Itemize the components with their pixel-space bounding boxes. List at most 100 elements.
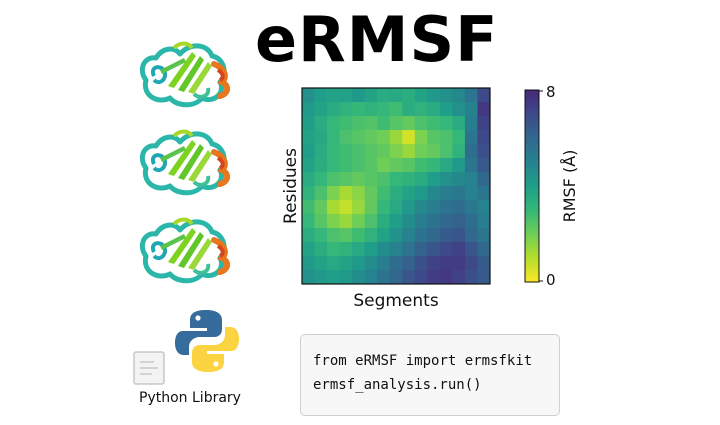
heatmap-cell (327, 102, 340, 117)
heatmap-cell (314, 186, 328, 201)
heatmap-cell (327, 270, 340, 285)
heatmap-cell (452, 116, 466, 131)
heatmap-cell (402, 214, 416, 229)
heatmap-cell (364, 172, 378, 187)
heatmap-cell (464, 242, 478, 257)
heatmap-cell (439, 102, 453, 117)
heatmap-cell (452, 102, 466, 117)
heatmap-cell (339, 116, 353, 131)
heatmap-cell (464, 144, 478, 159)
heatmap-cell (377, 158, 391, 173)
heatmap-cell (339, 102, 353, 117)
heatmap-cell (327, 242, 340, 257)
heatmap-cell (352, 270, 366, 285)
heatmap-cell (352, 88, 366, 103)
heatmap-cell (402, 158, 416, 173)
heatmap-cell (364, 88, 378, 103)
heatmap-cell (377, 214, 391, 229)
heatmap-cell (339, 88, 353, 103)
page-title: eRMSF (255, 3, 499, 76)
heatmap-cell (402, 256, 416, 271)
heatmap-cell (389, 116, 403, 131)
heatmap-cell (452, 214, 466, 229)
heatmap-cell (339, 242, 353, 257)
heatmap-cell (402, 242, 416, 257)
heatmap-cell (339, 214, 353, 229)
heatmap-cell (314, 200, 328, 215)
heatmap-cell (327, 214, 340, 229)
heatmap-cell (414, 270, 428, 285)
heatmap-cell (364, 214, 378, 229)
heatmap-cell (452, 144, 466, 159)
heatmap-cell (314, 144, 328, 159)
heatmap-cell (414, 228, 428, 243)
heatmap-cell (477, 144, 491, 159)
heatmap-cell (477, 102, 491, 117)
heatmap-cell (389, 144, 403, 159)
heatmap-cell (302, 102, 315, 117)
heatmap-cell (327, 144, 340, 159)
heatmap-cell (389, 256, 403, 271)
heatmap-cell (302, 158, 315, 173)
heatmap-cell (439, 158, 453, 173)
heatmap-cell (364, 228, 378, 243)
heatmap-cell (314, 270, 328, 285)
heatmap-cell (439, 214, 453, 229)
heatmap-chart: Segments Residues 8 0 RMSF (Å) (281, 83, 579, 311)
heatmap-cell (402, 270, 416, 285)
heatmap-cell (352, 256, 366, 271)
heatmap-frame (301, 87, 491, 285)
heatmap-cell (389, 130, 403, 145)
heatmap-cell (402, 116, 416, 131)
heatmap-cell (452, 88, 466, 103)
heatmap-cell (477, 116, 491, 131)
colorbar-tick-label-min: 0 (546, 271, 556, 289)
heatmap-cell (464, 200, 478, 215)
y-axis-label: Residues (281, 148, 301, 224)
heatmap-cell (327, 228, 340, 243)
x-axis-label: Segments (353, 291, 439, 311)
heatmap-cell (314, 88, 328, 103)
heatmap-cell (464, 214, 478, 229)
heatmap-cell (327, 158, 340, 173)
heatmap-cell (439, 242, 453, 257)
heatmap-cell (327, 200, 340, 215)
heatmap-cell (402, 144, 416, 159)
heatmap-cell (364, 270, 378, 285)
code-module: eRMSF (355, 353, 398, 369)
code-snippet: from eRMSF import ermsfkit ermsf_analysi… (300, 334, 560, 416)
heatmap-cell (339, 186, 353, 201)
heatmap-cell (414, 158, 428, 173)
heatmap-cell (452, 200, 466, 215)
heatmap-cell (302, 270, 315, 285)
heatmap-cells (302, 88, 491, 285)
heatmap-cell (477, 242, 491, 257)
heatmap-cell (314, 130, 328, 145)
heatmap-cell (427, 116, 441, 131)
heatmap-cell (439, 186, 453, 201)
heatmap-cell (377, 116, 391, 131)
heatmap-cell (477, 256, 491, 271)
heatmap-cell (464, 102, 478, 117)
heatmap-cell (302, 242, 315, 257)
heatmap-cell (302, 144, 315, 159)
heatmap-cell (352, 214, 366, 229)
code-keyword-import: import (405, 353, 457, 369)
heatmap-cell (452, 242, 466, 257)
heatmap-cell (389, 270, 403, 285)
heatmap-cell (427, 270, 441, 285)
heatmap-cell (427, 158, 441, 173)
heatmap-cell (352, 200, 366, 215)
heatmap-cell (327, 88, 340, 103)
heatmap-cell (352, 158, 366, 173)
heatmap-cell (339, 158, 353, 173)
heatmap-cell (427, 88, 441, 103)
heatmap-cell (327, 130, 340, 145)
heatmap-cell (414, 144, 428, 159)
colorbar-label: RMSF (Å) (560, 150, 579, 223)
heatmap-cell (477, 200, 491, 215)
heatmap-cell (402, 200, 416, 215)
heatmap-cell (302, 130, 315, 145)
heatmap-cell (427, 200, 441, 215)
heatmap-cell (477, 228, 491, 243)
